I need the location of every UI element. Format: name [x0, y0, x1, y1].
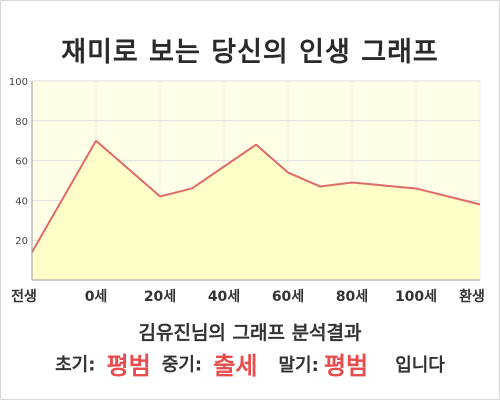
early-label: 초기:: [55, 354, 96, 376]
mid-value: 출세: [213, 352, 258, 380]
x-tick-label: 환생: [459, 288, 485, 305]
result-suffix: 입니다: [395, 354, 445, 376]
x-tick-label: 20세: [144, 289, 176, 305]
y-tick-label: 20: [15, 236, 28, 247]
y-tick-label: 100: [9, 77, 28, 88]
x-tick-label: 100세: [395, 289, 437, 305]
series-area: [32, 140, 480, 280]
y-tick-label: 80: [15, 117, 28, 128]
result-summary: 초기: 평범 중기: 출세 말기: 평범 입니다: [0, 346, 500, 382]
x-tick-label: 80세: [336, 289, 368, 305]
chart-title: 재미로 보는 당신의 인생 그래프: [61, 37, 439, 68]
mid-label: 중기:: [161, 354, 203, 376]
life-graph-chart: 20 40 60 80 100 전생 0세 20세 40세 60세 80세 100세 환생: [9, 77, 485, 305]
x-tick-label: 0세: [85, 289, 108, 305]
x-tick-label: 60세: [272, 289, 304, 305]
late-label: 말기:: [278, 354, 319, 376]
late-value: 평범: [323, 352, 369, 380]
result-title: 김유진님의 그래프 분석결과: [138, 322, 362, 344]
y-tick-label: 40: [15, 196, 28, 207]
early-value: 평범: [106, 352, 151, 380]
x-tick-label: 전생: [11, 288, 37, 305]
x-tick-label: 40세: [208, 289, 240, 305]
series-line: [31, 139, 481, 253]
y-tick-label: 60: [15, 157, 28, 168]
